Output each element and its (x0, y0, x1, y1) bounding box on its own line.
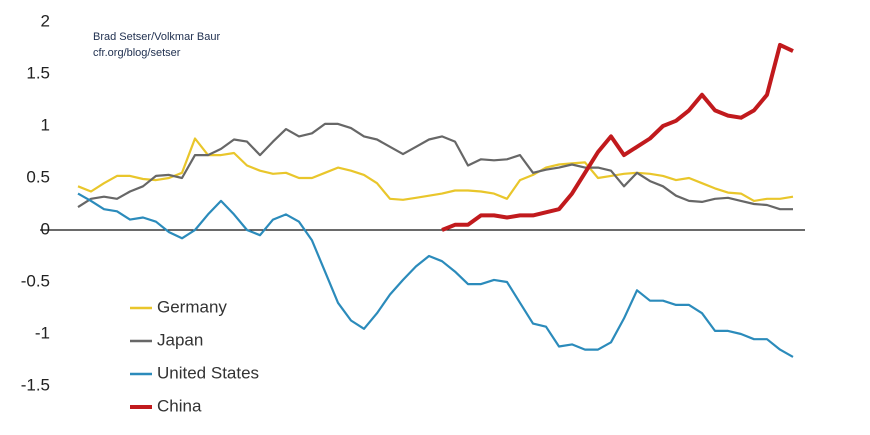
y-tick-label: -1.5 (21, 375, 50, 394)
series-line (441, 42, 794, 232)
y-tick-label: 0 (41, 219, 50, 238)
legend-label: United States (157, 363, 259, 382)
y-tick-label: 2 (41, 11, 50, 30)
y-tick-label: -1 (35, 323, 50, 342)
series-line (77, 192, 794, 358)
source-text: Brad Setser/Volkmar Baur (93, 31, 221, 43)
y-tick-label: -0.5 (21, 271, 50, 290)
y-tick-label: 1.5 (26, 63, 50, 82)
series-line (77, 122, 793, 211)
series-line (77, 137, 794, 202)
legend-label: China (157, 396, 202, 415)
legend-label: Germany (157, 297, 227, 316)
y-tick-label: 0.5 (26, 167, 50, 186)
y-tick-label: 1 (41, 115, 50, 134)
legend-label: Japan (157, 330, 203, 349)
source-text: cfr.org/blog/setser (93, 47, 181, 59)
